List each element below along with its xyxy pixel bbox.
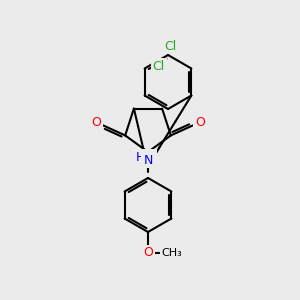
- Text: O: O: [143, 247, 153, 260]
- Text: O: O: [195, 116, 205, 129]
- Text: O: O: [91, 116, 101, 129]
- Text: CH₃: CH₃: [162, 248, 182, 258]
- Text: Cl: Cl: [152, 60, 165, 73]
- Text: N: N: [143, 154, 153, 166]
- Text: Cl: Cl: [164, 40, 176, 52]
- Text: HN: HN: [136, 151, 155, 164]
